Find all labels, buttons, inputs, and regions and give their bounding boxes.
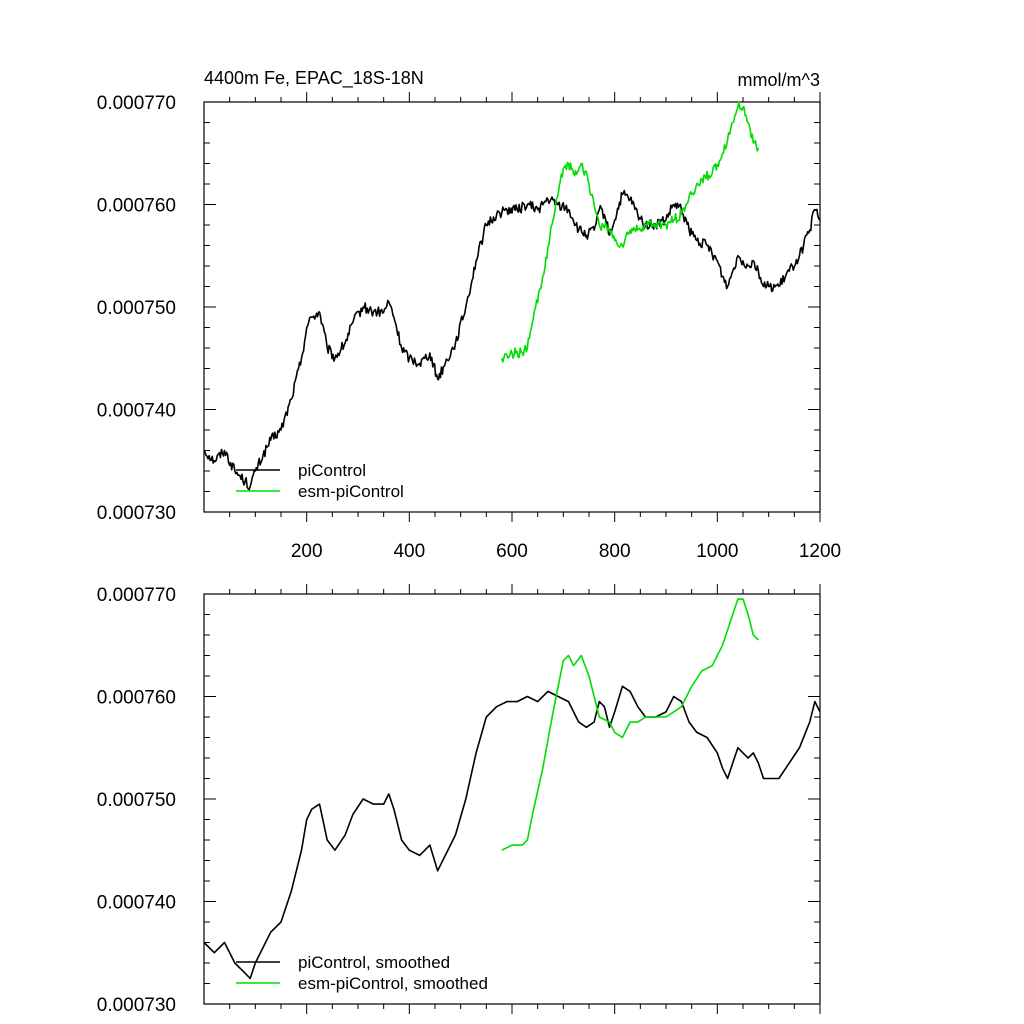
bottom-legend: piControl, smoothed esm-piControl, smoot… (236, 953, 488, 993)
bottom-panel: 0.000730 0.000740 0.000750 0.000760 0.000770… (97, 584, 821, 1016)
y-tick-label: 0.000750 (97, 298, 176, 319)
top-plot-frame (203, 101, 821, 513)
top-panel: 0.000730 0.000740 0.000750 0.000760 0.000770… (97, 68, 841, 562)
legend-label-picontrol-smoothed: piControl, smoothed (298, 953, 450, 972)
y-tick-label: 0.000760 (97, 688, 176, 709)
bottom-axis-ticks (204, 584, 821, 1014)
legend-label-esm-picontrol: esm-piControl (298, 482, 404, 501)
y-tick-label: 0.000740 (97, 893, 176, 914)
units-label: mmol/m^3 (738, 70, 820, 90)
y-tick-label: 0.000760 (97, 196, 176, 217)
bottom-y-tick-labels: 0.000730 0.000740 0.000750 0.000760 0.000770 (97, 585, 176, 1016)
y-tick-label: 0.000730 (97, 995, 176, 1016)
series-line-esm-picontrol (500, 101, 760, 363)
series-line-picontrol (203, 189, 821, 491)
top-axis-ticks (204, 92, 821, 522)
chart-title-left: 4400m Fe, EPAC_18S-18N (204, 68, 424, 89)
x-tick-label: 400 (393, 541, 425, 562)
series-line-picontrol-smoothed (203, 685, 821, 980)
x-tick-label: 800 (599, 541, 631, 562)
series-line-esm-picontrol-smoothed (501, 598, 759, 851)
top-x-tick-labels: 200 400 600 800 1000 1200 (291, 541, 841, 562)
y-tick-label: 0.000730 (97, 503, 176, 524)
y-tick-label: 0.000740 (97, 401, 176, 422)
y-tick-label: 0.000770 (97, 585, 176, 606)
x-tick-label: 1000 (696, 541, 738, 562)
legend-label-picontrol: piControl (298, 461, 366, 480)
x-tick-label: 1200 (799, 541, 841, 562)
bottom-series (203, 598, 821, 980)
y-tick-label: 0.000750 (97, 790, 176, 811)
x-tick-label: 200 (291, 541, 323, 562)
top-y-tick-labels: 0.000730 0.000740 0.000750 0.000760 0.000770 (97, 93, 176, 524)
bottom-plot-frame (203, 593, 821, 1005)
x-tick-label: 600 (496, 541, 528, 562)
top-legend: piControl esm-piControl (236, 461, 404, 501)
legend-label-esm-picontrol-smoothed: esm-piControl, smoothed (298, 974, 488, 993)
top-series (203, 101, 821, 491)
y-tick-label: 0.000770 (97, 93, 176, 114)
